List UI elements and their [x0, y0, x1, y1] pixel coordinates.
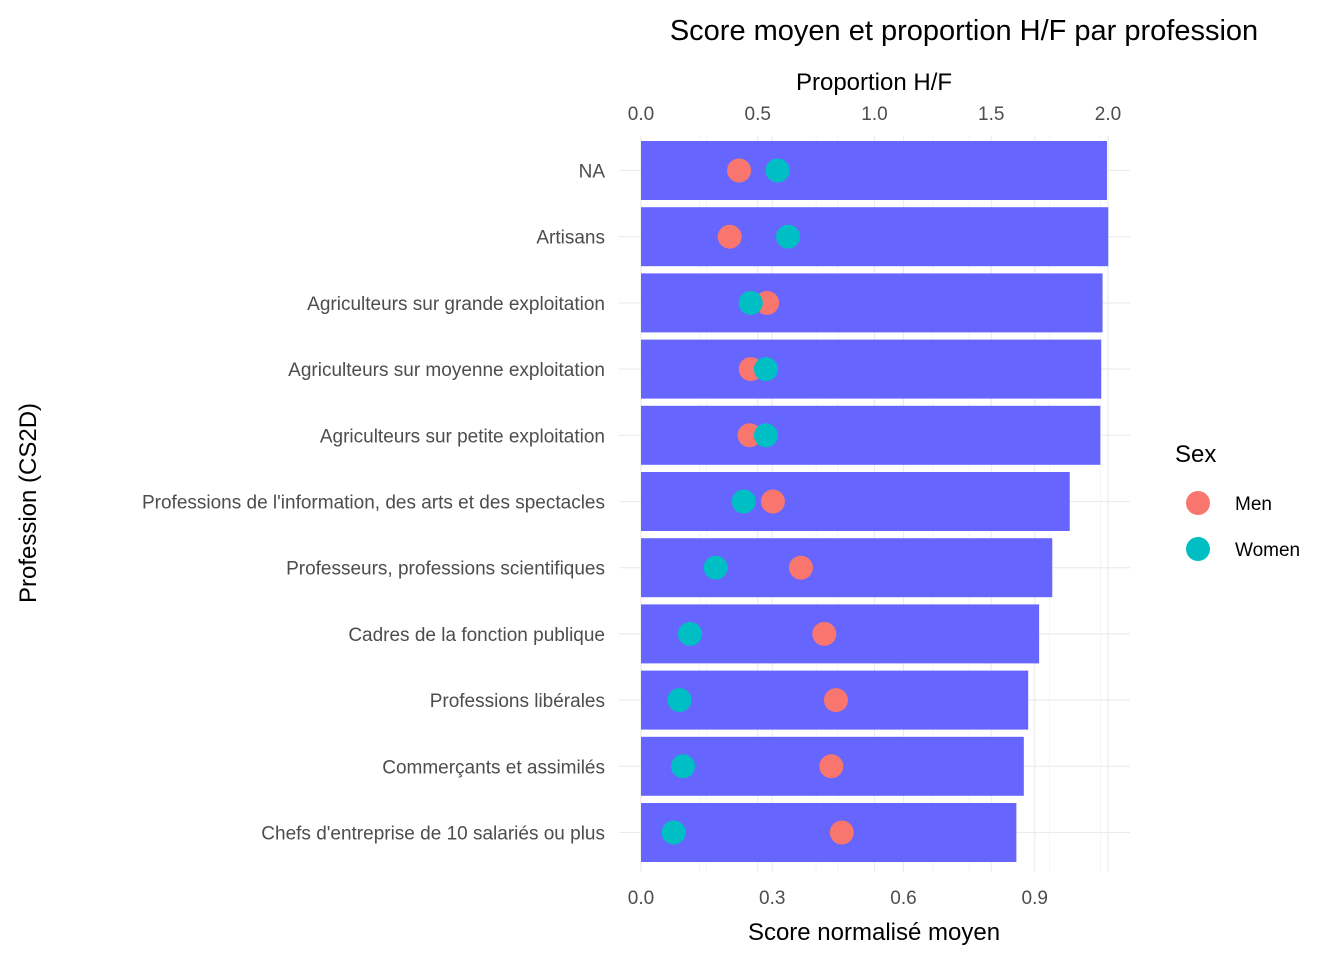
x-tick-label: 0.3	[759, 888, 785, 909]
point-men	[829, 820, 854, 845]
point-men	[812, 621, 837, 646]
bar	[641, 604, 1040, 664]
bottom-axis-title: Score normalisé moyen	[748, 919, 1000, 946]
x2-tick-label: 2.0	[1095, 104, 1121, 125]
x2-tick-label: 1.0	[861, 104, 887, 125]
legend: Sex Men Women	[1175, 441, 1300, 561]
bar	[641, 141, 1107, 200]
point-women	[678, 621, 703, 646]
bar	[641, 273, 1103, 333]
chart-title: Score moyen et proportion H/F par profes…	[670, 15, 1258, 47]
bar	[641, 538, 1053, 598]
point-women	[738, 290, 763, 315]
x-tick-label: 0.0	[628, 888, 654, 909]
bars	[641, 141, 1109, 862]
point-women	[753, 357, 778, 382]
x2-tick-label: 0.5	[745, 104, 771, 125]
x-tick-label: 0.9	[1022, 888, 1048, 909]
legend-title: Sex	[1175, 441, 1216, 468]
point-men	[717, 224, 742, 249]
category-label: Commerçants et assimilés	[382, 757, 605, 778]
point-women	[667, 688, 692, 713]
points	[661, 158, 854, 845]
legend-key-women	[1186, 537, 1210, 561]
bar	[641, 339, 1102, 399]
point-men	[823, 688, 848, 713]
category-label: Chefs d'entreprise de 10 salariés ou plu…	[261, 824, 605, 845]
category-label: NA	[579, 162, 606, 183]
legend-label-women: Women	[1235, 540, 1300, 561]
point-men	[788, 555, 813, 580]
point-women	[765, 158, 790, 183]
bar	[641, 405, 1101, 465]
category-label: Artisans	[536, 228, 605, 249]
x2-tick-label: 0.0	[628, 104, 654, 125]
point-men	[760, 489, 785, 514]
bar	[641, 803, 1017, 862]
legend-label-men: Men	[1235, 494, 1272, 515]
bar	[641, 207, 1109, 267]
y-axis-title: Profession (CS2D)	[15, 403, 42, 603]
category-labels: NA Artisans Agriculteurs sur grande exploi…	[142, 162, 605, 845]
point-women	[753, 423, 778, 448]
category-label: Agriculteurs sur grande exploitation	[307, 294, 605, 315]
point-men	[819, 754, 844, 779]
point-men	[727, 158, 752, 183]
top-axis-title: Proportion H/F	[796, 69, 952, 96]
category-label: Agriculteurs sur petite exploitation	[320, 426, 605, 447]
point-women	[731, 489, 756, 514]
point-women	[661, 820, 686, 845]
category-label: Professions libérales	[430, 691, 605, 712]
bar	[641, 472, 1070, 531]
category-label: Professions de l'information, des arts e…	[142, 493, 605, 514]
category-label: Cadres de la fonction publique	[348, 625, 605, 646]
legend-key-men	[1186, 491, 1210, 515]
x2-tick-label: 1.5	[978, 104, 1004, 125]
point-women	[671, 754, 696, 779]
point-women	[776, 224, 801, 249]
category-label: Agriculteurs sur moyenne exploitation	[288, 360, 605, 381]
point-women	[703, 555, 728, 580]
category-label: Professeurs, professions scientifiques	[286, 559, 605, 580]
axes: 0.0 0.3 0.6 0.9 0.0 0.5 1.0 1.5 2.0	[628, 104, 1121, 909]
x-tick-label: 0.6	[890, 888, 916, 909]
